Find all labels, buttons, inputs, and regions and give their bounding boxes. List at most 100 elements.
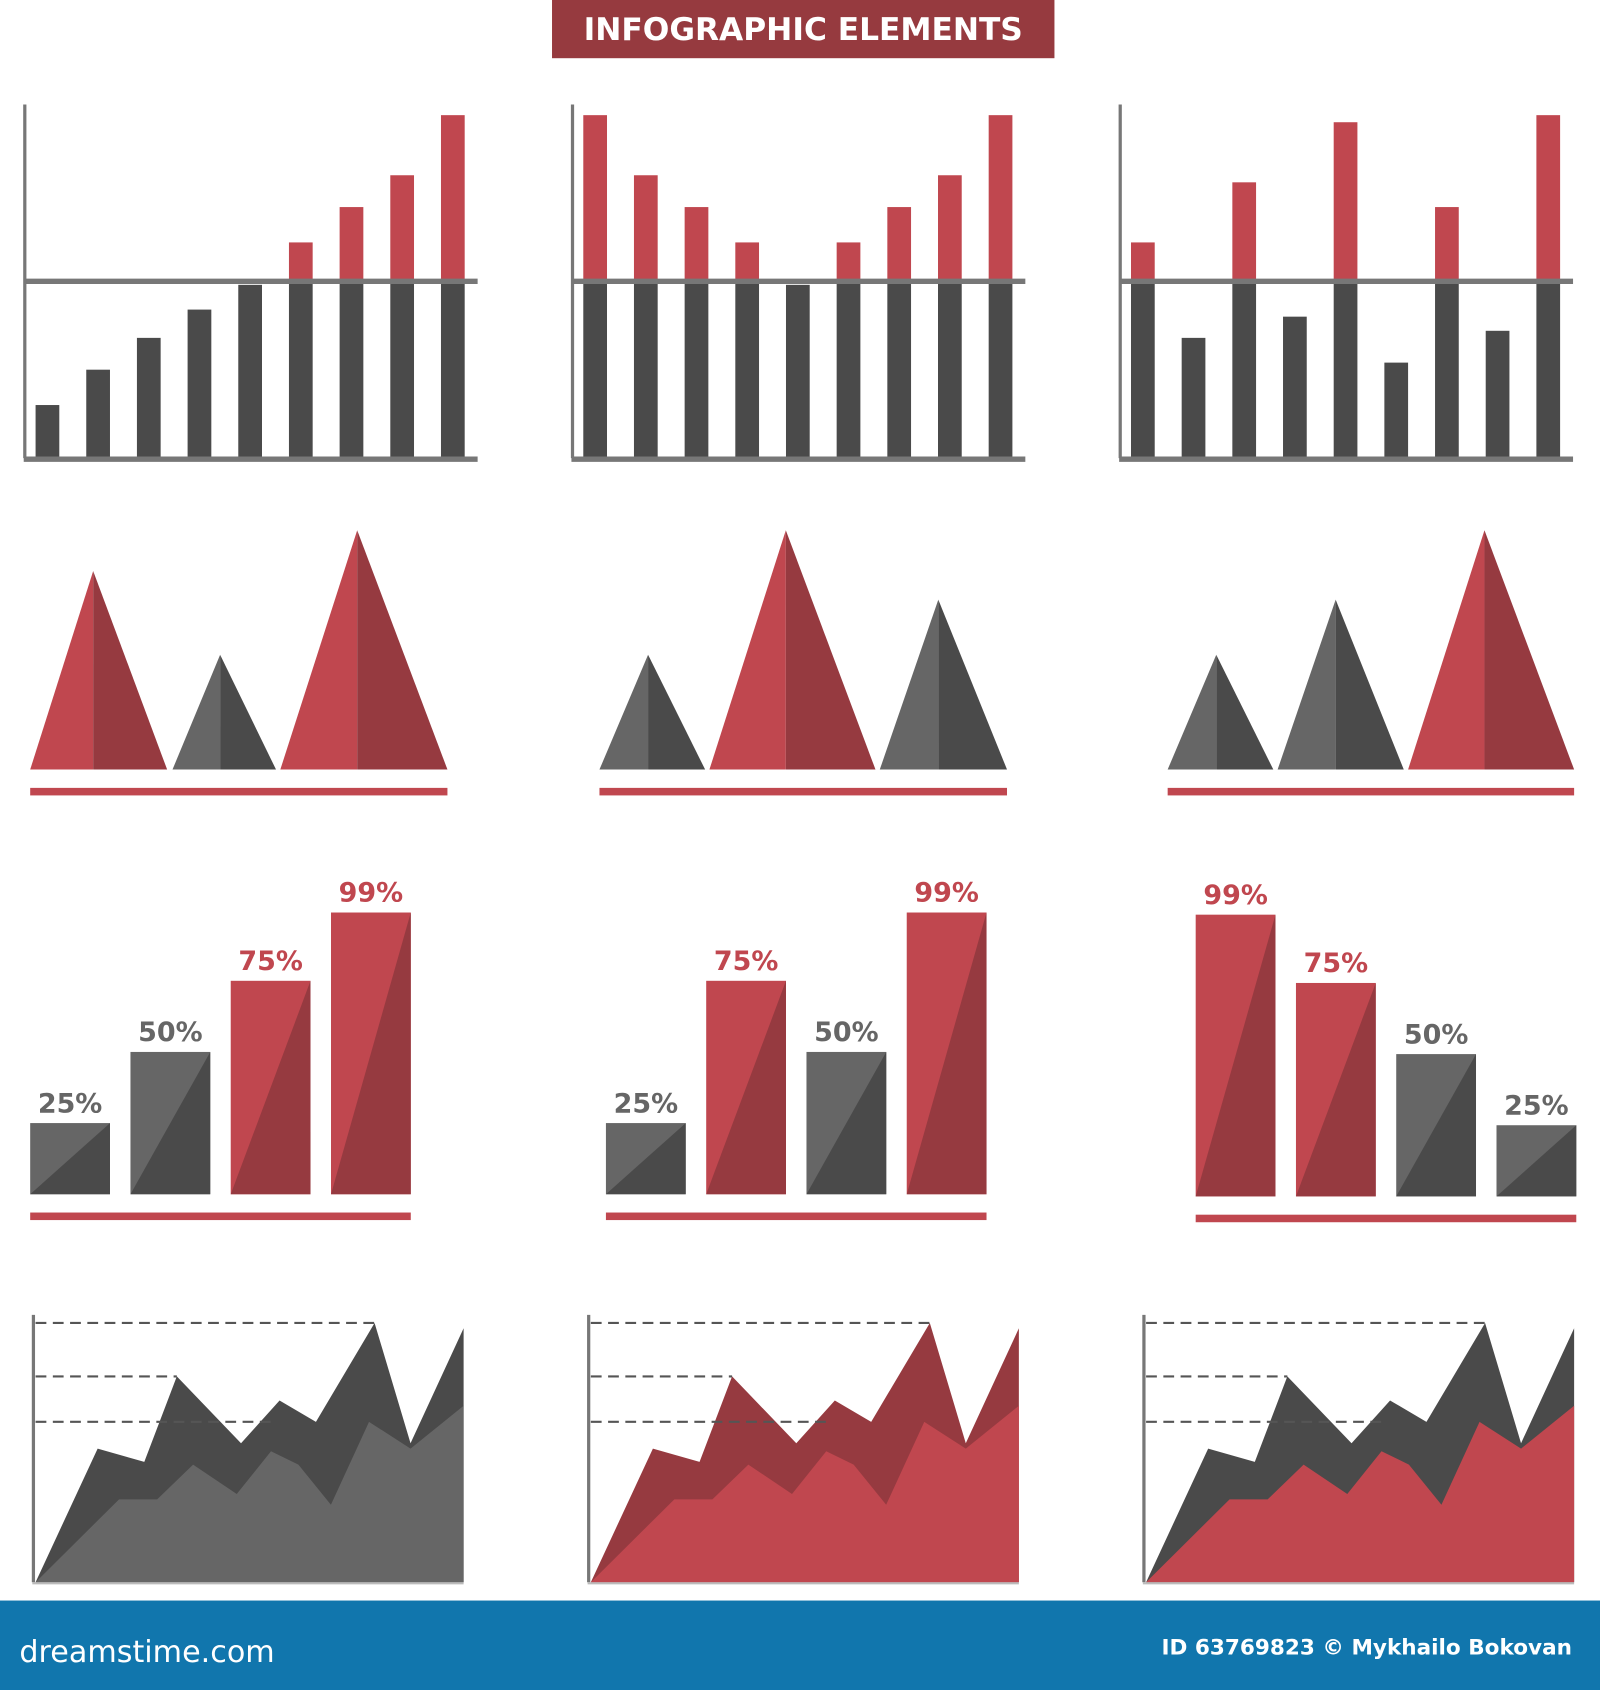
bar: [938, 281, 962, 459]
percent-label: 50%: [1404, 1019, 1468, 1050]
bar: [1384, 362, 1409, 459]
bar-upper: [390, 175, 415, 282]
percent-bar-shade: [605, 1123, 686, 1195]
percent-bar-chart-3: 99% 75% 50% 25%: [1195, 880, 1577, 1223]
area-chart-3: [1142, 1314, 1575, 1585]
footer-logo[interactable]: dreamstime.com: [19, 1635, 274, 1670]
bar-upper: [583, 115, 608, 282]
threshold-bar-chart-3: [1118, 104, 1574, 462]
bar: [339, 281, 364, 459]
bar-upper: [288, 242, 313, 282]
triangle-left-face: [1277, 599, 1336, 770]
area-chart-2: [587, 1314, 1019, 1585]
percent-bar-shade: [706, 980, 786, 1195]
percent-label: 75%: [1304, 948, 1368, 979]
bar: [785, 284, 810, 459]
bar: [988, 281, 1013, 459]
triangle-right-face: [93, 570, 168, 770]
threshold-bar-chart-1: [23, 104, 478, 462]
bar-upper: [988, 115, 1013, 282]
triangle-right-face: [220, 654, 277, 770]
title-text: INFOGRAPHIC ELEMENTS: [584, 12, 1023, 48]
title-banner: [552, 0, 1055, 59]
area-series-front: [1146, 1405, 1575, 1583]
bar: [1283, 316, 1307, 459]
baseline-underline: [1167, 787, 1575, 796]
bar: [1181, 337, 1206, 459]
area-series-front: [35, 1405, 464, 1583]
bar-upper: [735, 242, 760, 282]
bar-upper: [440, 115, 465, 282]
percent-label: 50%: [814, 1017, 878, 1048]
baseline-underline: [30, 1212, 411, 1221]
bar: [1232, 281, 1257, 459]
triangle-right-face: [938, 599, 1008, 770]
bar-upper: [684, 207, 709, 282]
bar: [1485, 330, 1510, 459]
percent-label: 99%: [914, 878, 978, 909]
percent-label: 99%: [339, 878, 403, 909]
bar-upper: [836, 242, 861, 282]
triangle-left-face: [172, 654, 221, 770]
percent-label: 75%: [714, 946, 778, 977]
percent-label: 99%: [1203, 880, 1267, 911]
percent-label: 50%: [138, 1017, 202, 1048]
baseline-underline: [605, 1212, 987, 1221]
triangle-right-face: [1484, 530, 1575, 770]
baseline-underline: [30, 787, 448, 796]
bar-upper: [1333, 122, 1358, 282]
bar-upper: [1130, 242, 1155, 282]
bar: [1333, 281, 1358, 459]
bar: [440, 281, 465, 459]
triangle-right-face: [357, 530, 448, 770]
bar: [288, 281, 313, 459]
bar: [735, 281, 760, 459]
triangle-left-face: [599, 654, 649, 770]
bar-upper: [339, 207, 364, 282]
bar: [1536, 281, 1561, 459]
bar: [836, 281, 861, 459]
bar-upper: [1232, 182, 1257, 282]
bar: [887, 281, 912, 459]
triangle-left-face: [30, 570, 94, 770]
footer-credit: ID 63769823 © Mykhailo Bokovan: [1162, 1635, 1572, 1660]
triangle-left-face: [1408, 530, 1485, 770]
percent-label: 75%: [238, 946, 302, 977]
bar: [583, 281, 608, 459]
triangle-left-face: [879, 599, 939, 770]
percent-label: 25%: [614, 1088, 678, 1119]
percent-bar-chart-2: 25% 75% 50% 99%: [605, 878, 987, 1221]
footer-bar: [0, 1600, 1600, 1690]
area-series-front: [590, 1405, 1019, 1583]
bar: [1130, 281, 1155, 459]
bar-upper: [633, 175, 658, 282]
triangle-left-face: [709, 530, 786, 770]
bar: [684, 281, 709, 459]
percent-bar-chart-1: 25% 50% 75% 99%: [30, 878, 411, 1221]
baseline-underline: [599, 787, 1008, 796]
percent-bar-shade: [130, 1051, 211, 1195]
percent-bar-shade: [806, 1051, 887, 1195]
bar: [86, 369, 110, 459]
triangle-chart-2: [599, 530, 1008, 796]
baseline-underline: [1195, 1214, 1577, 1223]
triangle-left-face: [1167, 654, 1217, 770]
bar-upper: [938, 175, 962, 282]
percent-label: 25%: [38, 1088, 102, 1119]
threshold-bar-chart-2: [570, 104, 1026, 462]
bar: [35, 405, 60, 459]
triangle-left-face: [280, 530, 358, 770]
bar: [633, 281, 658, 459]
triangle-right-face: [1335, 599, 1404, 770]
bar: [1435, 281, 1459, 459]
area-chart-1: [31, 1314, 464, 1585]
bar-upper: [1536, 115, 1561, 282]
percent-label: 25%: [1504, 1090, 1568, 1121]
bar: [390, 281, 415, 459]
triangle-chart-3: [1167, 530, 1575, 796]
bar: [136, 337, 161, 459]
bar-upper: [1435, 207, 1459, 282]
triangle-right-face: [785, 530, 876, 770]
triangle-right-face: [1216, 654, 1274, 770]
